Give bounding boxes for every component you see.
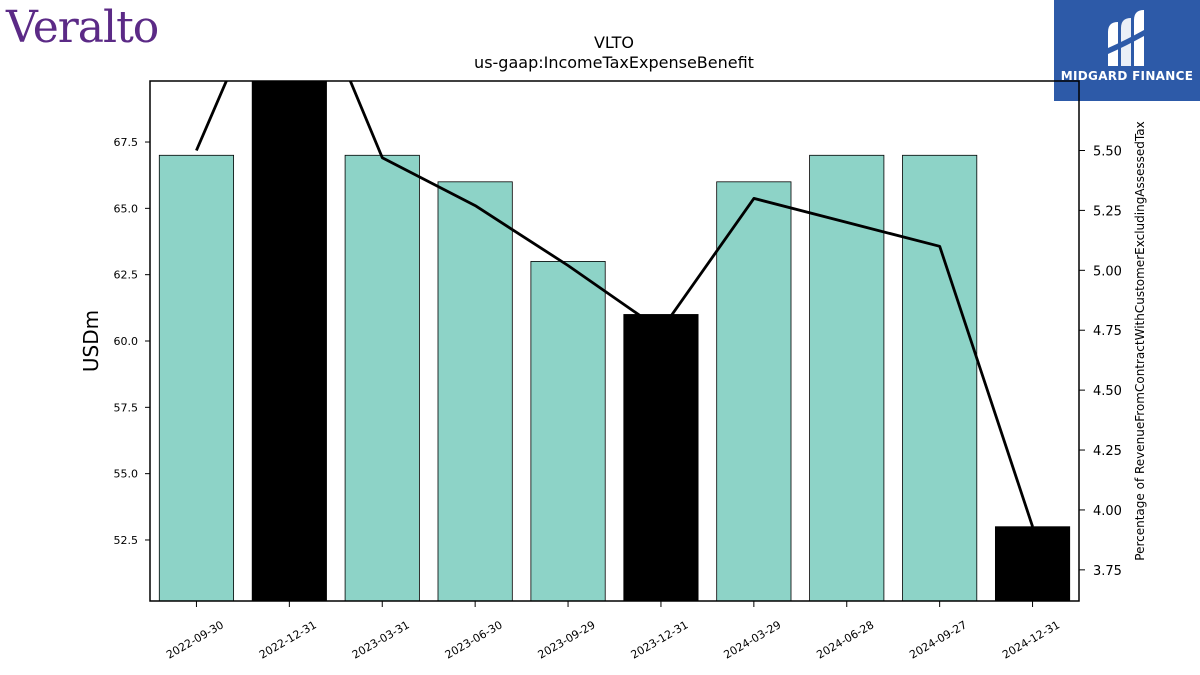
y-tick-label: 52.5 [114,534,139,547]
x-tick-label: 2023-09-29 [536,618,598,661]
bar-2024-03-29 [716,181,792,601]
y2-tick-label: 3.75 [1093,564,1122,579]
y2-tick-label: 5.00 [1093,264,1122,279]
x-tick-label: 2024-09-27 [907,618,969,661]
bar-2022-12-31 [251,81,327,601]
y2-tick-label: 5.50 [1093,144,1122,159]
bar-2022-09-30 [158,154,235,601]
y-tick-label: 60.0 [114,335,139,348]
y-axis-label: USDm [79,310,103,372]
chart-title: VLTO [594,33,634,52]
bar-2023-09-29 [530,261,606,601]
midgard-mark-icon [1108,10,1144,66]
y2-tick-label: 5.25 [1093,204,1122,219]
y2-tick-label: 4.00 [1093,504,1122,519]
bar-2024-09-27 [902,154,978,601]
x-tick-label: 2024-12-31 [1000,618,1062,661]
y2-axis-label: Percentage of RevenueFromContractWithCus… [1133,121,1147,560]
y-tick-label: 62.5 [114,269,139,282]
y-tick-label: 55.0 [114,468,139,481]
bar-2023-12-31 [623,314,699,601]
y-tick-label: 65.0 [114,202,139,215]
chart-subtitle: us-gaap:IncomeTaxExpenseBenefit [474,53,754,72]
veralto-logo: Veralto [6,2,159,53]
y2-tick-label: 4.75 [1093,324,1122,339]
x-tick-label: 2022-09-30 [164,618,226,661]
bar-2024-12-31 [994,526,1071,601]
bar-2023-06-30 [437,181,513,601]
x-tick-label: 2023-03-31 [350,618,412,661]
x-tick-label: 2023-12-31 [629,618,691,661]
y2-tick-label: 4.50 [1093,384,1122,399]
y-tick-label: 67.5 [114,136,139,149]
x-tick-label: 2024-03-29 [721,618,783,661]
x-tick-label: 2023-06-30 [443,618,505,661]
y-tick-label: 57.5 [114,401,139,414]
y2-tick-label: 4.25 [1093,444,1122,459]
midgard-finance-logo: MIDGARD FINANCE [1054,0,1200,101]
percentage-line [195,81,1034,528]
x-tick-label: 2022-12-31 [257,618,319,661]
bar-2023-03-31 [344,154,420,601]
x-tick-label: 2024-06-28 [814,618,876,661]
midgard-finance-name: MIDGARD FINANCE [1060,69,1194,83]
